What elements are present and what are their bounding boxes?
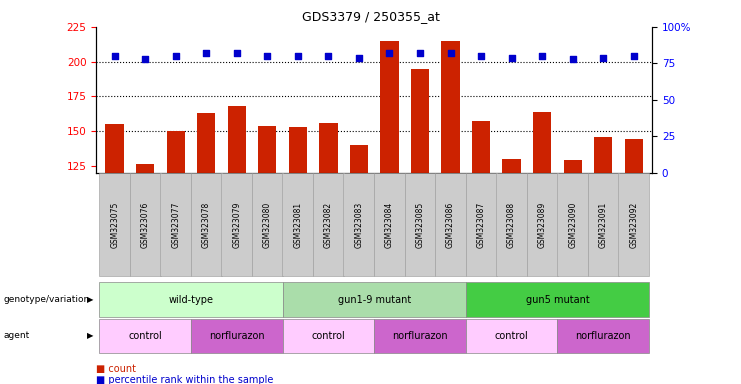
Text: norflurazon: norflurazon xyxy=(392,331,448,341)
Point xyxy=(445,50,456,56)
Bar xyxy=(136,164,154,173)
Text: GSM323079: GSM323079 xyxy=(232,202,242,248)
Bar xyxy=(227,106,246,173)
Bar xyxy=(197,113,216,173)
Point xyxy=(353,55,365,61)
Point xyxy=(262,53,273,59)
Text: control: control xyxy=(495,331,528,341)
Text: GSM323077: GSM323077 xyxy=(171,202,180,248)
Point xyxy=(475,53,487,59)
Text: GSM323090: GSM323090 xyxy=(568,202,577,248)
Text: GSM323075: GSM323075 xyxy=(110,202,119,248)
Point xyxy=(139,56,151,62)
Bar xyxy=(380,41,399,173)
Bar xyxy=(563,160,582,173)
Text: GSM323082: GSM323082 xyxy=(324,202,333,248)
Bar xyxy=(472,121,491,173)
Text: GSM323076: GSM323076 xyxy=(141,202,150,248)
Bar xyxy=(258,126,276,173)
Point xyxy=(414,50,426,56)
Text: GSM323084: GSM323084 xyxy=(385,202,394,248)
Point xyxy=(200,50,212,56)
Text: gun1-9 mutant: gun1-9 mutant xyxy=(338,295,411,305)
Text: GSM323083: GSM323083 xyxy=(354,202,363,248)
Text: control: control xyxy=(128,331,162,341)
Bar xyxy=(442,41,459,173)
Text: GSM323085: GSM323085 xyxy=(416,202,425,248)
Text: GSM323078: GSM323078 xyxy=(202,202,210,248)
Bar xyxy=(350,145,368,173)
Bar xyxy=(319,123,338,173)
Point xyxy=(170,53,182,59)
Text: ■ percentile rank within the sample: ■ percentile rank within the sample xyxy=(96,375,273,384)
Bar xyxy=(411,69,429,173)
Bar xyxy=(533,112,551,173)
Text: control: control xyxy=(311,331,345,341)
Bar xyxy=(105,124,124,173)
Text: GSM323081: GSM323081 xyxy=(293,202,302,248)
Bar xyxy=(625,139,643,173)
Text: GSM323089: GSM323089 xyxy=(538,202,547,248)
Text: wild-type: wild-type xyxy=(168,295,213,305)
Text: gun5 mutant: gun5 mutant xyxy=(525,295,589,305)
Text: ■ count: ■ count xyxy=(96,364,136,374)
Text: ▶: ▶ xyxy=(87,295,94,304)
Point xyxy=(109,53,121,59)
Point xyxy=(597,55,609,61)
Bar xyxy=(167,131,185,173)
Point xyxy=(505,55,517,61)
Text: GSM323080: GSM323080 xyxy=(263,202,272,248)
Point xyxy=(384,50,396,56)
Text: GSM323092: GSM323092 xyxy=(629,202,638,248)
Point xyxy=(567,56,579,62)
Text: norflurazon: norflurazon xyxy=(576,331,631,341)
Bar xyxy=(289,127,307,173)
Text: GSM323086: GSM323086 xyxy=(446,202,455,248)
Point xyxy=(292,53,304,59)
Point xyxy=(322,53,334,59)
Text: GDS3379 / 250355_at: GDS3379 / 250355_at xyxy=(302,10,439,23)
Point xyxy=(231,50,243,56)
Point xyxy=(536,53,548,59)
Bar xyxy=(594,137,612,173)
Text: GSM323091: GSM323091 xyxy=(599,202,608,248)
Text: genotype/variation: genotype/variation xyxy=(4,295,90,304)
Bar xyxy=(502,159,521,173)
Text: agent: agent xyxy=(4,331,30,341)
Text: GSM323088: GSM323088 xyxy=(507,202,516,248)
Text: GSM323087: GSM323087 xyxy=(476,202,485,248)
Text: norflurazon: norflurazon xyxy=(209,331,265,341)
Text: ▶: ▶ xyxy=(87,331,94,341)
Point xyxy=(628,53,639,59)
